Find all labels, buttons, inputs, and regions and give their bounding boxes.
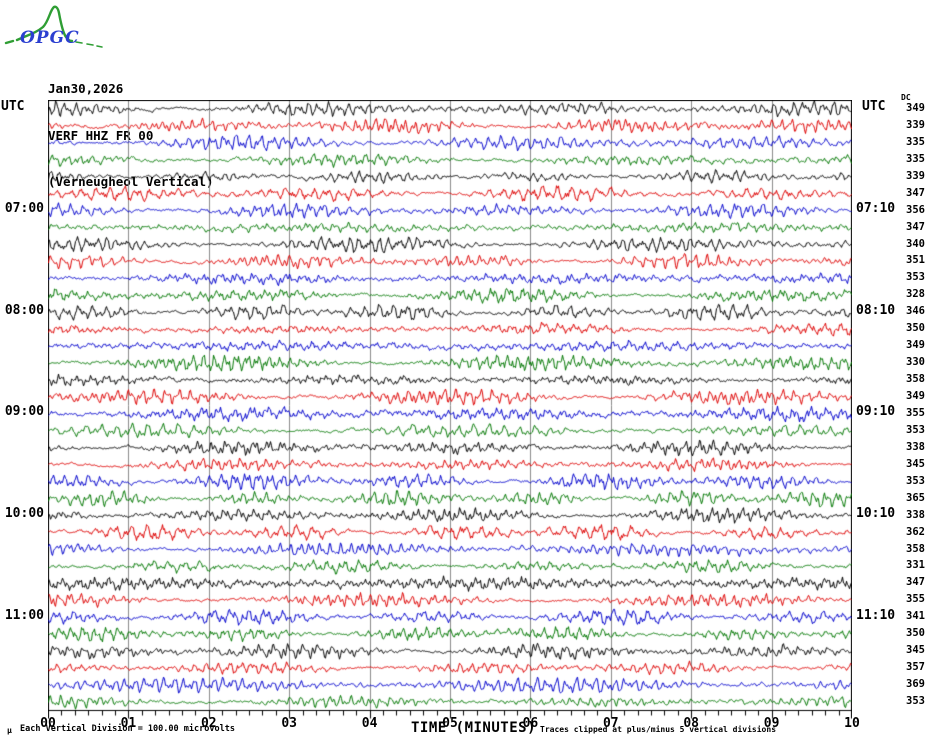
dc-value: 357 xyxy=(906,661,925,674)
dc-value: 338 xyxy=(906,508,925,521)
x-tick-label: 00 xyxy=(40,716,56,731)
dc-value: 369 xyxy=(906,678,925,691)
dc-value: 349 xyxy=(906,390,925,403)
x-tick-label: 08 xyxy=(683,716,700,731)
dc-value: 339 xyxy=(906,169,925,182)
hour-label-left: 09:00 xyxy=(4,404,44,420)
x-tick-label: 01 xyxy=(120,716,137,731)
logo-dash-left xyxy=(4,39,15,45)
logo-curve xyxy=(15,5,74,43)
dc-value: 338 xyxy=(906,440,925,453)
dc-value: 362 xyxy=(906,525,925,538)
hour-label-right: 08:10 xyxy=(856,302,896,318)
hour-label-left: 10:00 xyxy=(4,506,44,522)
dc-value: 356 xyxy=(906,203,925,216)
dc-value: 358 xyxy=(906,373,925,386)
x-tick-label: 03 xyxy=(281,716,298,731)
dc-value: 331 xyxy=(906,559,925,572)
x-tick-label: 02 xyxy=(200,716,217,731)
dc-value: 349 xyxy=(906,339,925,352)
dc-value: 340 xyxy=(906,237,925,250)
x-tick-label: 10 xyxy=(844,716,860,731)
dc-value: 353 xyxy=(906,271,925,284)
dc-value: 339 xyxy=(906,118,925,131)
dc-value: 345 xyxy=(906,644,925,657)
corner-glyph: µ xyxy=(7,726,12,735)
dc-value: 351 xyxy=(906,254,925,267)
utc-header-left: UTC xyxy=(1,99,25,114)
hour-label-left: 11:00 xyxy=(4,607,44,623)
dc-value: 328 xyxy=(906,288,925,301)
logo-dash-right xyxy=(75,41,103,48)
clip-note: Traces clipped at plus/minus 5 vertical … xyxy=(540,725,777,734)
hour-label-right: 11:10 xyxy=(856,607,896,623)
dc-value: 347 xyxy=(906,186,925,199)
dc-value: 347 xyxy=(906,220,925,233)
utc-header-right: UTC xyxy=(862,99,886,114)
title-date: Jan30,2026 xyxy=(48,81,124,96)
seismogram-canvas xyxy=(48,100,852,722)
dc-value: 365 xyxy=(906,491,925,504)
opgc-logo: OPGC xyxy=(4,5,103,48)
dc-value: 350 xyxy=(906,322,925,335)
x-tick-label: 04 xyxy=(361,716,378,731)
hour-label-right: 10:10 xyxy=(856,506,896,522)
dc-value: 349 xyxy=(906,101,925,114)
dc-value: 335 xyxy=(906,152,925,165)
hour-label-left: 08:00 xyxy=(4,302,44,318)
dc-value: 330 xyxy=(906,356,925,369)
hour-label-right: 09:10 xyxy=(856,404,896,420)
hour-label-right: 07:10 xyxy=(856,201,896,217)
dc-value: 341 xyxy=(906,610,925,623)
dc-value: 355 xyxy=(906,593,925,606)
dc-value: 353 xyxy=(906,423,925,436)
dc-value: 353 xyxy=(906,474,925,487)
x-axis-title: TIME (MINUTES) xyxy=(411,720,537,736)
dc-value: 347 xyxy=(906,576,925,589)
dc-value: 358 xyxy=(906,542,925,555)
dc-value: 345 xyxy=(906,457,925,470)
dc-value: 350 xyxy=(906,627,925,640)
logo-text: OPGC xyxy=(20,28,80,48)
scale-note: Each Vertical Division = 100.00 microvol… xyxy=(20,724,235,734)
x-tick-label: 05 xyxy=(442,716,458,731)
dc-value: 355 xyxy=(906,406,925,419)
dc-column-header: DC xyxy=(901,93,911,102)
hour-label-left: 07:00 xyxy=(4,201,44,217)
x-tick-label: 06 xyxy=(522,716,539,731)
dc-value: 335 xyxy=(906,135,925,148)
x-tick-label: 07 xyxy=(602,716,619,731)
dc-value: 346 xyxy=(906,305,925,318)
dc-value: 353 xyxy=(906,695,925,708)
x-tick-label: 09 xyxy=(763,716,780,731)
